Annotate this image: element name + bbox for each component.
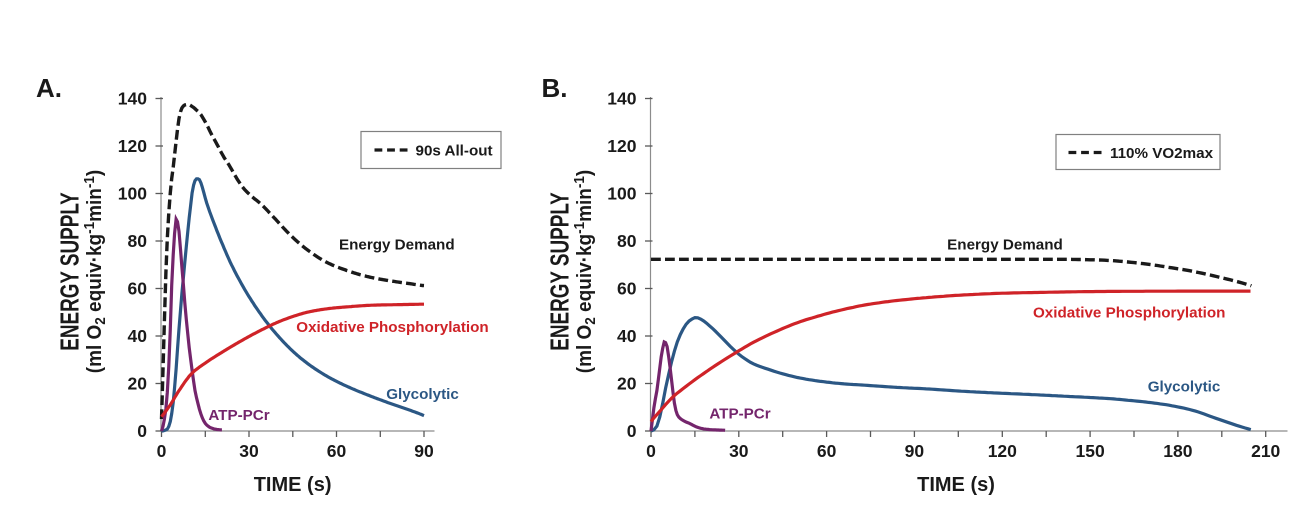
svg-text:40: 40 (128, 326, 148, 346)
svg-text:Energy Demand: Energy Demand (947, 237, 1063, 254)
svg-text:20: 20 (617, 374, 637, 394)
svg-text:80: 80 (617, 231, 637, 251)
svg-text:60: 60 (327, 441, 347, 461)
svg-text:ATP-PCr: ATP-PCr (709, 406, 770, 423)
svg-text:120: 120 (607, 136, 636, 156)
svg-text:100: 100 (118, 184, 147, 204)
svg-text:0: 0 (157, 441, 167, 461)
svg-text:(ml O2 equiv·kg-1min-1): (ml O2 equiv·kg-1min-1) (570, 170, 598, 374)
svg-text:80: 80 (128, 231, 148, 251)
svg-text:120: 120 (118, 136, 147, 156)
svg-text:B.: B. (542, 73, 568, 103)
svg-text:90s All-out: 90s All-out (416, 143, 493, 160)
svg-text:(ml O2 equiv·kg-1min-1): (ml O2 equiv·kg-1min-1) (80, 170, 108, 374)
svg-text:20: 20 (128, 374, 148, 394)
svg-text:0: 0 (627, 421, 637, 441)
svg-text:Energy Demand: Energy Demand (339, 237, 455, 254)
svg-text:A.: A. (36, 73, 62, 103)
svg-text:180: 180 (1163, 441, 1192, 461)
svg-text:150: 150 (1075, 441, 1104, 461)
svg-text:Oxidative Phosphorylation: Oxidative Phosphorylation (1033, 305, 1225, 322)
svg-text:30: 30 (239, 441, 259, 461)
svg-text:Glycolytic: Glycolytic (1148, 379, 1221, 396)
svg-text:210: 210 (1251, 441, 1280, 461)
svg-text:ENERGY SUPPLY: ENERGY SUPPLY (545, 192, 575, 351)
svg-text:TIME (s): TIME (s) (254, 474, 332, 496)
svg-text:60: 60 (617, 279, 637, 299)
svg-text:0: 0 (646, 441, 656, 461)
svg-text:60: 60 (128, 279, 148, 299)
svg-text:90: 90 (414, 441, 434, 461)
svg-text:30: 30 (729, 441, 749, 461)
svg-text:Glycolytic: Glycolytic (386, 386, 459, 403)
svg-text:100: 100 (607, 184, 636, 204)
svg-text:60: 60 (817, 441, 837, 461)
svg-text:0: 0 (137, 421, 147, 441)
svg-text:Oxidative Phosphorylation: Oxidative Phosphorylation (296, 319, 488, 336)
svg-text:ATP-PCr: ATP-PCr (208, 407, 269, 424)
svg-text:TIME (s): TIME (s) (917, 474, 995, 496)
svg-text:90: 90 (905, 441, 925, 461)
svg-text:140: 140 (118, 89, 147, 109)
svg-text:140: 140 (607, 89, 636, 109)
svg-text:110% VO2max: 110% VO2max (1110, 145, 1214, 162)
svg-text:120: 120 (988, 441, 1017, 461)
svg-text:ENERGY SUPPLY: ENERGY SUPPLY (55, 192, 85, 351)
svg-text:40: 40 (617, 326, 637, 346)
